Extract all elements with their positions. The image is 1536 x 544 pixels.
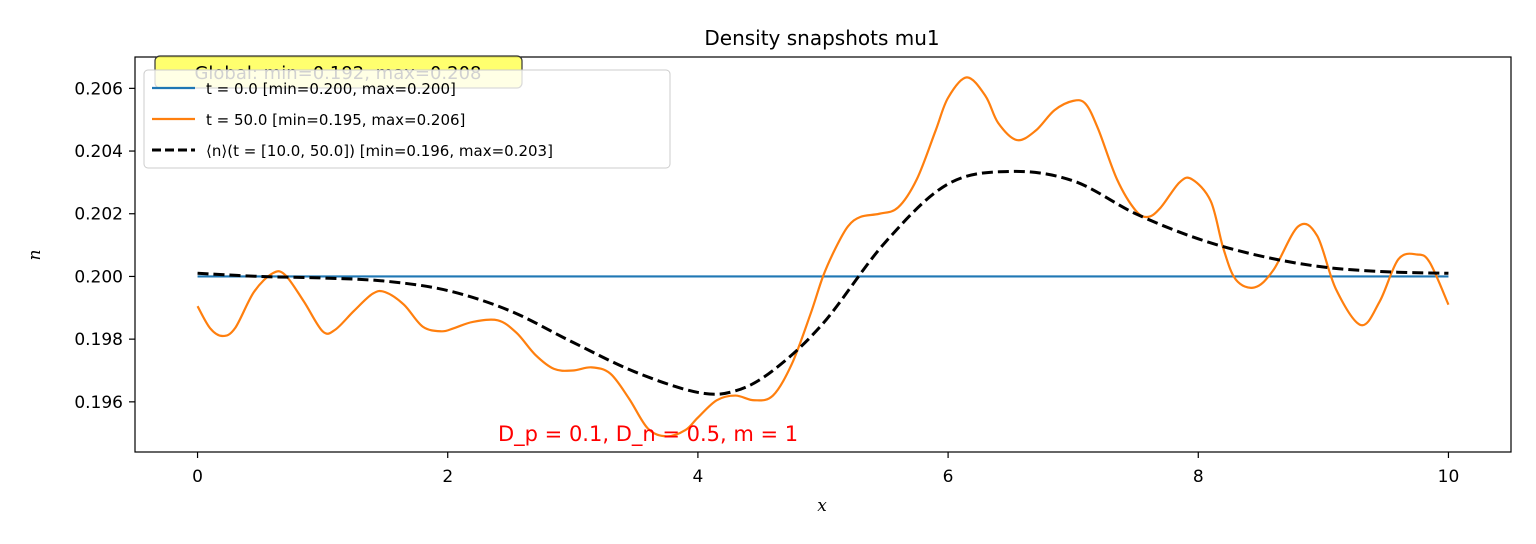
legend-label-t0: t = 0.0 [min=0.200, max=0.200] bbox=[206, 80, 456, 98]
x-tick-label: 8 bbox=[1193, 467, 1204, 487]
x-tick-label: 0 bbox=[192, 467, 203, 487]
y-tick-label: 0.202 bbox=[74, 205, 123, 225]
x-tick-label: 6 bbox=[943, 467, 954, 487]
y-axis-label: n bbox=[25, 250, 45, 261]
series-mean-line bbox=[197, 169, 1449, 396]
y-axis: 0.196 0.198 0.200 0.202 0.204 0.206 bbox=[74, 79, 135, 413]
plot-frame bbox=[134, 56, 1512, 453]
legend-label-t50: t = 50.0 [min=0.195, max=0.206] bbox=[206, 111, 465, 129]
legend-label-mean: ⟨n⟩(t = [10.0, 50.0]) [min=0.196, max=0.… bbox=[206, 142, 553, 160]
x-tick-label: 10 bbox=[1438, 467, 1460, 487]
y-tick-label: 0.198 bbox=[74, 330, 123, 350]
series-t50-line bbox=[196, 76, 1450, 438]
chart-title: Density snapshots mu1 bbox=[704, 26, 939, 50]
x-axis: 0 2 4 6 8 10 bbox=[192, 452, 1459, 487]
legend-box bbox=[143, 69, 671, 169]
series-layer bbox=[196, 76, 1450, 438]
y-tick-label: 0.204 bbox=[74, 142, 123, 162]
x-axis-label: x bbox=[817, 496, 827, 516]
x-tick-label: 2 bbox=[442, 467, 453, 487]
y-tick-label: 0.206 bbox=[74, 79, 123, 99]
x-tick-label: 4 bbox=[692, 467, 703, 487]
parameter-annotation: D_p = 0.1, D_n = 0.5, m = 1 bbox=[498, 422, 798, 447]
legend: t = 0.0 [min=0.200, max=0.200] t = 50.0 … bbox=[143, 69, 671, 169]
y-tick-label: 0.196 bbox=[74, 393, 123, 413]
y-tick-label: 0.200 bbox=[74, 267, 123, 287]
